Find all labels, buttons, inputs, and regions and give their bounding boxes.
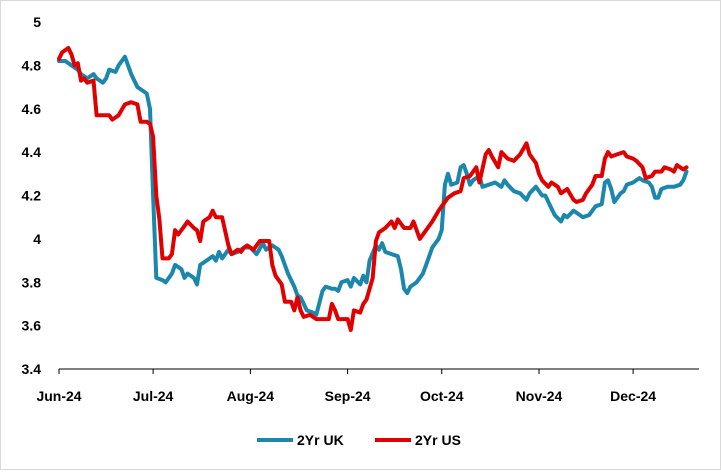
x-axis-ticks: Jun-24 Jul-24 Aug-24 Sep-24 Oct-24 Nov-24 Dec-… <box>36 369 656 404</box>
y-tick-label: 3.8 <box>22 274 42 290</box>
x-tick-label: Oct-24 <box>420 388 464 404</box>
series-line-us <box>57 46 689 332</box>
legend: 2Yr UK 2Yr US <box>257 432 461 448</box>
y-tick-label: 4.6 <box>22 101 42 117</box>
x-tick-label: Dec-24 <box>610 388 656 404</box>
series-line-uk <box>57 54 689 317</box>
y-tick-label: 4.4 <box>22 144 42 160</box>
x-tick-label: Jul-24 <box>133 388 174 404</box>
y-tick-label: 4.2 <box>22 188 42 204</box>
y-axis-ticks: 3.4 3.6 3.8 4 4.2 4.4 4.6 4.8 5 <box>22 14 42 377</box>
y-tick-label: 3.6 <box>22 318 42 334</box>
y-tick-label: 4 <box>33 231 41 247</box>
x-tick-label: Nov-24 <box>516 388 563 404</box>
y-tick-label: 5 <box>33 14 41 30</box>
x-tick-label: Sep-24 <box>325 388 371 404</box>
y-tick-label: 3.4 <box>22 361 42 377</box>
y-tick-label: 4.8 <box>22 57 42 73</box>
x-tick-label: Aug-24 <box>227 388 275 404</box>
legend-label: 2Yr US <box>415 432 461 448</box>
x-tick-label: Jun-24 <box>36 388 81 404</box>
series-layer <box>57 46 689 332</box>
legend-label: 2Yr UK <box>297 432 344 448</box>
